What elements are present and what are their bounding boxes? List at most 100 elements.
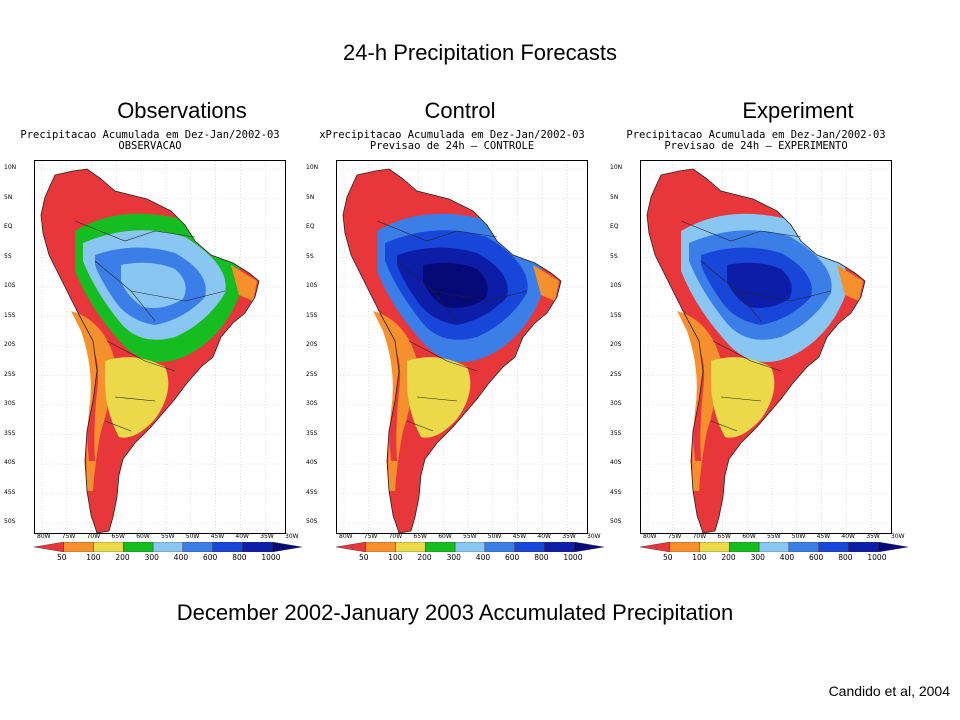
colorbar-swatch	[93, 542, 124, 552]
colorbar-swatch	[514, 542, 545, 552]
lon-tick-label: 50W	[185, 533, 200, 540]
colorbar-swatch	[544, 542, 575, 552]
lat-tick-label: 5S	[610, 252, 618, 260]
lon-tick-label: 55W	[767, 533, 781, 540]
colorbar-swatch	[818, 542, 849, 552]
lat-tick-label: 40S	[610, 459, 622, 466]
colorbar-label: 50	[359, 553, 369, 562]
lon-tick-label: 60W	[136, 533, 150, 540]
lat-tick-label: 35S	[4, 429, 16, 437]
lon-tick-label: 80W	[643, 533, 657, 540]
colorbar-swatch	[365, 542, 396, 552]
lon-tick-label: 55W	[463, 533, 477, 540]
lon-tick-label: 35W	[866, 533, 880, 540]
map-frame	[336, 160, 588, 534]
lat-tick-label: EQ	[306, 223, 315, 230]
country-border	[736, 290, 832, 302]
lat-tick-label: 15S	[306, 311, 318, 319]
figure-caption: December 2002-January 2003 Accumulated P…	[176, 600, 734, 625]
heading-experiment: Experiment	[742, 98, 854, 123]
panel-observations: Precipitacao Acumulada em Dez-Jan/2002-0…	[0, 128, 302, 568]
colorbar-label: 50	[57, 553, 67, 562]
lat-tick-label: EQ	[4, 223, 13, 230]
lat-tick-label: 10N	[306, 164, 319, 171]
colorbar-label: 200	[721, 553, 736, 562]
colorbar-label: 600	[809, 553, 824, 562]
lat-tick-label: 25S	[610, 370, 622, 378]
lat-tick-label: 5N	[610, 193, 619, 201]
lon-tick-label: 70W	[692, 533, 707, 540]
lon-tick-label: 70W	[86, 533, 101, 540]
colorbar-label: 300	[750, 553, 765, 562]
panel-title-line1: Precipitacao Acumulada em Dez-Jan/2002-0…	[20, 129, 280, 141]
rain-zone	[423, 262, 488, 308]
colorbar-label: 1000	[261, 553, 281, 562]
lon-tick-label: 60W	[742, 533, 756, 540]
lon-tick-label: 35W	[562, 533, 576, 540]
continent-outline	[646, 168, 866, 533]
lon-tick-label: 65W	[111, 533, 125, 540]
country-border	[416, 396, 458, 402]
lat-tick-label: 5N	[306, 193, 315, 201]
lon-tick-label: 35W	[260, 533, 274, 540]
map-frame	[640, 160, 892, 534]
colorbar-label: 300	[446, 553, 461, 562]
colorbar-swatch	[63, 542, 94, 552]
country-border	[406, 420, 434, 432]
rain-zone	[533, 265, 559, 301]
lon-tick-label: 40W	[841, 533, 855, 540]
lat-tick-label: 25S	[4, 370, 16, 378]
colorbar-label: 400	[475, 553, 491, 562]
colorbar-label: 50	[663, 553, 673, 562]
lat-tick-label: 25S	[306, 370, 318, 378]
lat-tick-label: 35S	[306, 429, 318, 437]
colorbar-swatch	[425, 542, 456, 552]
lat-tick-label: 30S	[610, 400, 622, 407]
lon-tick-label: 70W	[388, 533, 403, 540]
panel-title-line1: xPrecipitacao Acumulada em Dez-Jan/2002-…	[319, 129, 585, 141]
lat-tick-label: 45S	[306, 488, 318, 496]
lon-tick-label: 40W	[235, 533, 249, 540]
rain-zone	[837, 265, 863, 301]
country-border	[130, 290, 226, 302]
lon-tick-label: 40W	[537, 533, 551, 540]
country-border	[104, 420, 132, 432]
panel-title-line2: Previsao de 24h – EXPERIMENTO	[664, 140, 848, 152]
panel-control: xPrecipitacao Acumulada em Dez-Jan/2002-…	[302, 128, 604, 568]
colorbar-label: 800	[534, 553, 549, 562]
lat-tick-label: 45S	[610, 488, 622, 496]
lat-tick-label: 20S	[610, 341, 622, 348]
continent-outline	[342, 168, 562, 533]
country-border	[432, 290, 528, 302]
colorbar-label: 200	[417, 553, 432, 562]
lon-tick-label: 30W	[891, 533, 905, 540]
lat-tick-label: 45S	[4, 488, 16, 496]
slide-title: 24-h Precipitation Forecasts	[343, 40, 617, 65]
colorbar-label: 800	[838, 553, 853, 562]
lon-tick-label: 45W	[210, 533, 225, 540]
lat-tick-label: 10N	[610, 164, 623, 171]
lat-tick-label: 50S	[610, 518, 622, 525]
colorbar-label: 600	[505, 553, 520, 562]
lat-tick-label: 10S	[4, 282, 16, 289]
lon-tick-label: 75W	[363, 533, 378, 540]
lat-tick-label: 10N	[4, 164, 17, 171]
panel-title-line2: OBSERVACAO	[118, 140, 182, 152]
citation-credit: Candido et al, 2004	[828, 683, 950, 699]
precipitation-map	[35, 161, 285, 533]
country-border	[74, 220, 196, 242]
lat-tick-label: 50S	[306, 518, 318, 525]
rain-zones	[357, 175, 559, 461]
lon-tick-label: 60W	[438, 533, 452, 540]
colorbar-label: 1000	[563, 553, 583, 562]
colorbar-swatch	[123, 542, 154, 552]
rain-zone	[231, 265, 257, 301]
panel-title-line2: Previsao de 24h – CONTROLE	[369, 140, 535, 152]
heading-control: Control	[424, 98, 496, 123]
rain-zone	[55, 175, 115, 201]
colorbar-swatch	[242, 542, 273, 552]
lat-tick-label: EQ	[610, 223, 619, 230]
precipitation-map	[641, 161, 891, 533]
country-border	[712, 340, 782, 372]
colorbar-label: 100	[388, 553, 403, 562]
